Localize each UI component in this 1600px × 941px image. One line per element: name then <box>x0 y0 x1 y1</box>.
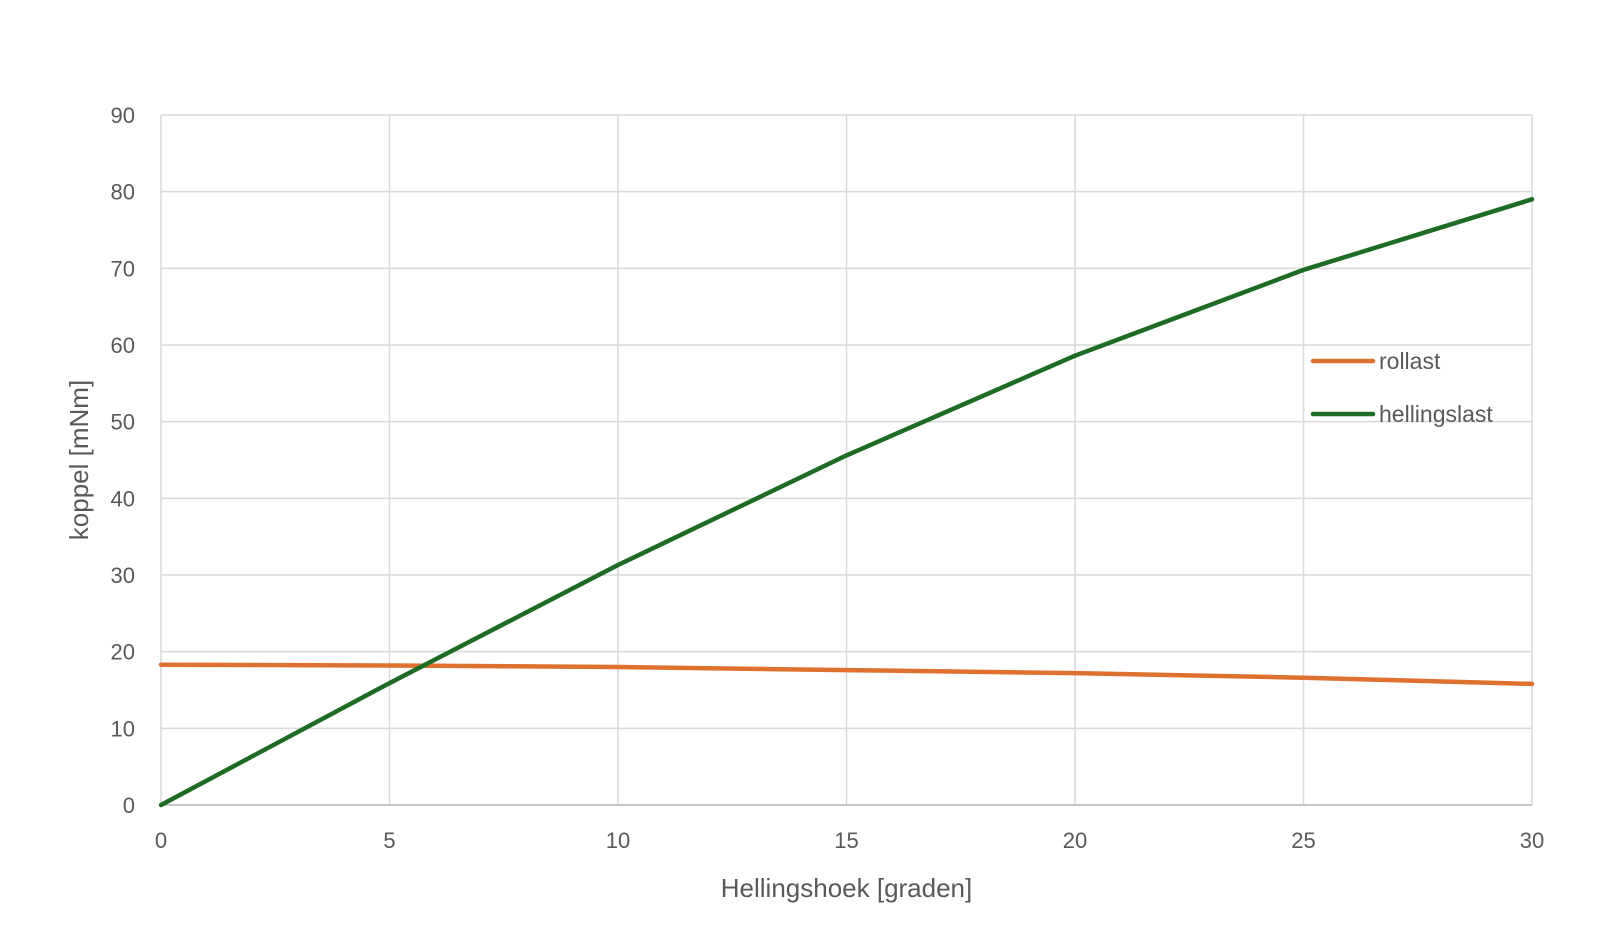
legend-label-rollast: rollast <box>1379 348 1441 374</box>
x-tick-label: 25 <box>1291 828 1315 853</box>
y-tick-label: 20 <box>111 640 135 665</box>
x-tick-label: 20 <box>1063 828 1087 853</box>
y-tick-label: 10 <box>111 716 135 741</box>
series-lines <box>158 197 1535 808</box>
x-tick-label: 0 <box>155 828 167 853</box>
legend: rollast hellingslast <box>1310 348 1493 427</box>
series-line-hellingslast <box>158 197 1535 808</box>
y-axis-title: koppel [mNm] <box>64 380 94 540</box>
y-tick-label: 40 <box>111 486 135 511</box>
x-tick-label: 5 <box>383 828 395 853</box>
y-tick-label: 50 <box>111 410 135 435</box>
y-tick-label: 0 <box>123 793 135 818</box>
gridlines <box>160 114 1533 806</box>
x-tick-label: 30 <box>1520 828 1544 853</box>
legend-label-hellingslast: hellingslast <box>1379 401 1493 427</box>
y-tick-label: 70 <box>111 256 135 281</box>
x-tick-label: 10 <box>606 828 630 853</box>
tick-labels: 0 10 20 30 40 50 60 70 80 90 0 5 10 15 20 25 30 <box>111 103 1545 853</box>
y-tick-label: 30 <box>111 563 135 588</box>
y-tick-label: 80 <box>111 180 135 205</box>
y-tick-label: 90 <box>111 103 135 128</box>
x-axis-title: Hellingshoek [graden] <box>721 873 973 903</box>
y-tick-label: 60 <box>111 333 135 358</box>
x-tick-label: 15 <box>834 828 858 853</box>
series-line-rollast <box>158 662 1535 687</box>
